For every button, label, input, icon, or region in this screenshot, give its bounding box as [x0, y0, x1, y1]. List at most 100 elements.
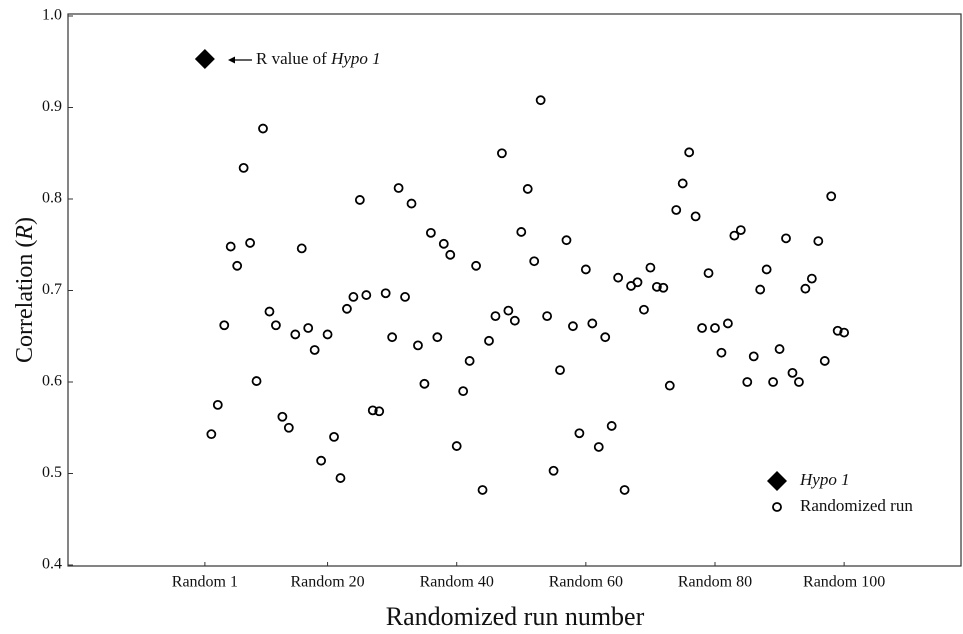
circle-marker — [290, 329, 301, 340]
x-axis-label: Randomized run number — [386, 602, 645, 631]
circle-marker — [826, 191, 837, 202]
circle-marker — [542, 311, 553, 322]
circle-marker — [768, 377, 779, 387]
y-axis-label: Correlation (R) — [12, 217, 38, 363]
circle-marker — [684, 147, 695, 158]
x-tick-label: Random 80 — [678, 574, 752, 591]
circle-marker — [277, 411, 288, 422]
circle-marker — [432, 332, 443, 343]
y-axis-label-part: ) — [12, 217, 38, 225]
circle-marker — [729, 230, 740, 241]
circle-marker — [245, 238, 255, 248]
y-axis-label-part: R — [12, 225, 38, 241]
circle-marker — [555, 365, 565, 376]
circle-marker — [548, 465, 559, 476]
circle-marker — [735, 225, 746, 236]
annotation-emph: Hypo 1 — [330, 49, 381, 68]
circle-marker — [748, 351, 759, 362]
circle-marker — [832, 325, 843, 336]
circle-marker — [697, 323, 707, 333]
circle-marker — [651, 281, 662, 292]
circle-marker — [761, 264, 772, 275]
circle-marker — [406, 198, 417, 209]
circle-marker — [322, 329, 333, 340]
circle-marker — [794, 377, 804, 387]
circle-marker — [316, 455, 327, 466]
circle-marker — [329, 431, 339, 442]
y-tick-label: 0.6 — [42, 373, 62, 390]
circle-marker — [361, 290, 372, 300]
circle-marker — [451, 441, 462, 451]
circle-marker — [232, 260, 243, 271]
circle-marker — [813, 236, 824, 246]
circle-marker — [296, 243, 307, 254]
circle-marker — [561, 235, 572, 246]
circle-marker — [477, 485, 488, 495]
circle-marker — [271, 320, 281, 331]
circle-marker — [264, 306, 275, 317]
circle-marker — [529, 256, 540, 267]
circle-marker — [387, 332, 398, 343]
circle-marker — [606, 421, 617, 431]
circle-marker — [490, 311, 501, 322]
diamond-marker — [194, 49, 215, 70]
circle-marker — [497, 148, 507, 159]
legend-label: Hypo 1 — [799, 470, 850, 489]
circle-marker — [716, 347, 727, 358]
circle-marker — [819, 356, 830, 366]
circle-marker — [258, 123, 268, 134]
y-tick-label: 1.0 — [42, 7, 62, 24]
circle-marker — [342, 303, 352, 314]
circle-marker — [419, 378, 430, 389]
circle-marker — [522, 184, 533, 194]
y-axis-label-part: Correlation ( — [12, 240, 38, 363]
circle-marker — [703, 268, 714, 279]
annotation-text: R value of — [256, 49, 327, 68]
circle-marker — [516, 227, 527, 237]
x-tick-label: Random 20 — [290, 574, 364, 591]
circle-marker — [600, 332, 611, 343]
circle-marker — [425, 227, 436, 238]
annotation: R value of Hypo 1 — [256, 49, 381, 68]
circle-marker — [303, 323, 314, 333]
circle-marker — [568, 321, 578, 332]
annotation-arrowhead — [228, 56, 235, 64]
legend-marker — [767, 471, 787, 491]
circle-marker — [800, 283, 811, 294]
circle-marker — [645, 262, 656, 273]
circle-marker — [839, 327, 850, 338]
circle-marker — [574, 428, 585, 439]
circle-marker — [613, 272, 624, 283]
circle-marker — [664, 380, 675, 391]
circle-marker — [677, 178, 688, 189]
circle-marker — [632, 277, 643, 288]
circle-marker — [354, 195, 365, 205]
circle-marker — [251, 376, 262, 386]
y-tick-label: 0.4 — [42, 556, 62, 573]
circle-marker — [374, 406, 385, 417]
y-tick-label: 0.7 — [42, 281, 62, 298]
circle-marker — [619, 485, 630, 495]
circle-marker — [206, 429, 217, 440]
circle-marker — [335, 473, 346, 483]
circle-marker — [212, 399, 223, 410]
circle-marker — [723, 318, 733, 329]
circle-marker — [445, 249, 456, 260]
circle-marker — [742, 377, 753, 387]
circle-marker — [219, 320, 230, 331]
circle-marker — [348, 292, 359, 302]
circle-marker — [587, 318, 598, 329]
circle-marker — [484, 335, 494, 346]
y-tick-label: 0.5 — [42, 464, 62, 481]
circle-marker — [690, 211, 701, 222]
circle-marker — [774, 344, 785, 354]
legend-label: Randomized run — [800, 496, 913, 515]
circle-marker — [309, 345, 320, 355]
circle-marker — [593, 442, 604, 452]
circle-marker — [225, 241, 236, 252]
circle-marker — [283, 422, 294, 433]
circle-marker — [755, 284, 766, 295]
circle-marker — [380, 288, 391, 299]
circle-marker — [787, 367, 798, 378]
